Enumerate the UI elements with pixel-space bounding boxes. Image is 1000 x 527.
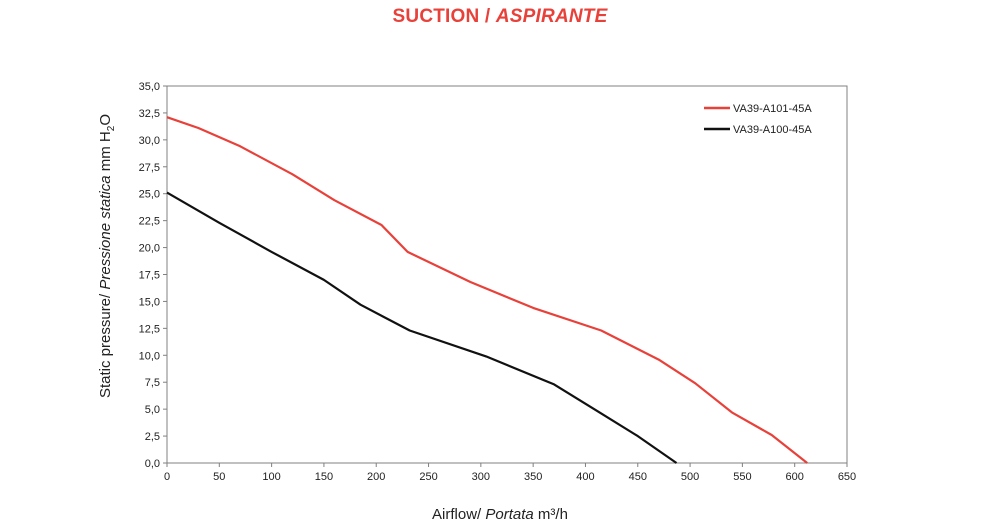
y-axis-label: Static pressure/ Pressione statica mm H2…	[97, 114, 117, 398]
x-axis-label-plain: Airflow/	[432, 506, 485, 523]
x-tick-label: 50	[213, 471, 225, 483]
x-tick-label: 250	[419, 471, 437, 483]
axes: 0 50 100 150 200 250 300 350 400 450 500 550 600 650 0…	[139, 81, 857, 483]
chart-title-italic: ASPIRANTE	[495, 6, 608, 27]
series-line-2	[166, 191, 678, 464]
y-tick-label: 10,0	[139, 350, 160, 362]
y-axis-label-italic: Pressione statica	[97, 175, 114, 289]
x-tick-label: 350	[524, 471, 542, 483]
x-tick-label: 450	[629, 471, 647, 483]
series-layer	[166, 116, 808, 464]
y-tick-label: 17,5	[139, 270, 160, 282]
y-tick-label: 2,5	[145, 431, 160, 443]
chart-title: SUCTION / ASPIRANTE	[0, 6, 1000, 28]
y-tick-label: 27,5	[139, 162, 160, 174]
y-tick-label: 7,5	[145, 377, 160, 389]
legend-label-1: VA39-A101-45A	[733, 103, 812, 115]
series-line-1	[166, 116, 808, 464]
legend-label-2: VA39-A100-45A	[733, 124, 812, 136]
legend: VA39-A101-45A VA39-A100-45A	[680, 92, 840, 184]
y-tick-label: 25,0	[139, 189, 160, 201]
x-tick-label: 650	[838, 471, 856, 483]
y-tick-label: 20,0	[139, 243, 160, 255]
x-axis-label-unit: m³/h	[534, 506, 568, 523]
y-axis-label-unit: mm H	[97, 131, 114, 175]
y-tick-label: 12,5	[139, 323, 160, 335]
chart-title-main: SUCTION /	[392, 6, 496, 27]
x-tick-label: 200	[367, 471, 385, 483]
y-tick-label: 22,5	[139, 216, 160, 228]
y-tick-label: 30,0	[139, 135, 160, 147]
x-tick-label: 150	[315, 471, 333, 483]
y-tick-label: 32,5	[139, 108, 160, 120]
y-axis-label-sub: 2	[106, 125, 117, 131]
x-tick-label: 100	[262, 471, 280, 483]
y-tick-label: 35,0	[139, 81, 160, 93]
x-axis-label-italic: Portata	[485, 506, 533, 523]
x-tick-label: 500	[681, 471, 699, 483]
x-tick-label: 300	[472, 471, 490, 483]
x-tick-label: 400	[576, 471, 594, 483]
x-axis-label: Airflow/ Portata m³/h	[432, 506, 568, 523]
y-axis-label-plain: Static pressure/	[97, 290, 114, 398]
y-tick-label: 0,0	[145, 458, 160, 470]
x-tick-label: 550	[733, 471, 751, 483]
y-tick-label: 15,0	[139, 296, 160, 308]
x-tick-label: 600	[786, 471, 804, 483]
x-tick-label: 0	[164, 471, 170, 483]
y-tick-label: 5,0	[145, 404, 160, 416]
y-axis-label-unit-end: O	[97, 114, 114, 126]
